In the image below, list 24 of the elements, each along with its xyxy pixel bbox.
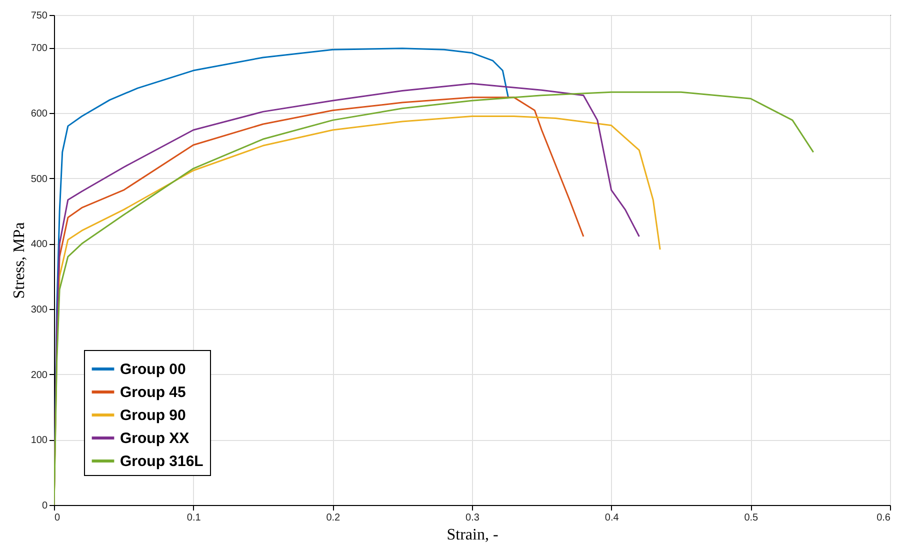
y-tick-label: 200	[30, 370, 48, 381]
legend-label: Group XX	[120, 430, 190, 447]
x-axis-title: Strain, -	[446, 526, 498, 544]
y-tick-label: 300	[30, 304, 48, 316]
y-tick-label: 400	[30, 239, 48, 250]
legend-label: Group 90	[120, 407, 186, 424]
x-tick-label: 0.1	[186, 512, 202, 524]
legend-label: Group 45	[120, 384, 186, 401]
y-tick-label: 0	[42, 500, 48, 512]
legend-label: Group 316L	[120, 453, 204, 470]
x-tick-label: 0.6	[876, 512, 891, 524]
y-tick-label: 700	[30, 43, 48, 54]
x-tick-label: 0.2	[326, 512, 341, 524]
y-tick-label: 500	[30, 174, 48, 185]
y-tick-label: 600	[30, 108, 48, 120]
x-tick-label: 0	[54, 512, 60, 524]
x-tick-label: 0.4	[604, 512, 620, 524]
line-series	[54, 91, 814, 505]
legend-label: Group 00	[120, 361, 186, 378]
y-tick-label: 100	[30, 435, 48, 446]
x-tick-label: 0.3	[466, 512, 480, 524]
y-axis-title: Stress, MPa	[10, 222, 28, 299]
y-tick-label: 750	[30, 10, 48, 22]
x-tick-label: 0.5	[744, 512, 759, 524]
